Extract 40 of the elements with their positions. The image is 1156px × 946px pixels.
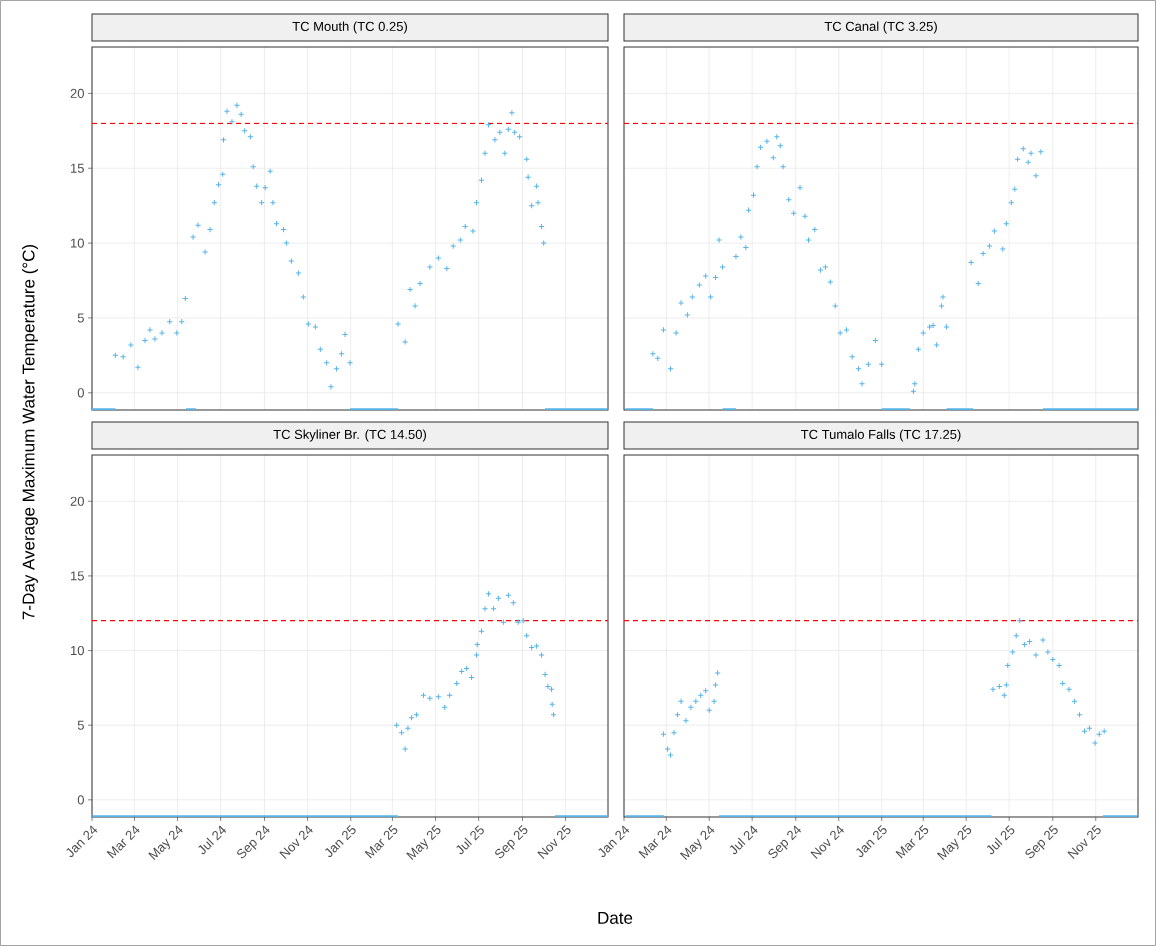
chart-title: TC Tumalo Falls (TC 17.25) bbox=[801, 429, 961, 442]
x-tick-label: Jan 24 bbox=[598, 825, 630, 858]
x-tick-label: Jan 25 bbox=[856, 824, 887, 858]
x-tick-label: May 25 bbox=[406, 824, 441, 860]
x-tick-label: Mar 24 bbox=[638, 825, 672, 859]
x-tick-label: Nov 25 bbox=[537, 824, 571, 859]
x-tick-label: Jul 24 bbox=[729, 825, 758, 855]
x-tick-label: Nov 24 bbox=[279, 825, 313, 859]
chart-title: TC Mouth (TC 0.25) bbox=[292, 21, 407, 34]
x-tick-label: Sep 25 bbox=[1025, 824, 1058, 859]
x-tick-label: Sep 24 bbox=[768, 825, 802, 859]
y-tick-label: 20 bbox=[70, 88, 84, 98]
x-tick-label: May 25 bbox=[936, 824, 972, 860]
x-tick-label: Nov 24 bbox=[810, 825, 845, 859]
y-tick-label: 10 bbox=[71, 238, 84, 248]
x-tick-label: Jul 25 bbox=[456, 825, 484, 855]
y-tick-label: 5 bbox=[77, 313, 84, 323]
chart-title: TC Canal (TC 3.25) bbox=[824, 21, 937, 34]
x-tick-label: Jul 25 bbox=[986, 825, 1015, 855]
y-tick-label: 15 bbox=[71, 571, 84, 581]
y-tick-label: 5 bbox=[77, 720, 84, 730]
x-tick-label: Sep 25 bbox=[495, 824, 528, 859]
x-tick-label: May 24 bbox=[148, 825, 183, 860]
x-tick-label: May 24 bbox=[679, 825, 715, 860]
x-tick-label: Nov 25 bbox=[1067, 824, 1101, 859]
x-tick-label: Mar 25 bbox=[895, 824, 929, 859]
y-tick-label: 20 bbox=[70, 496, 84, 506]
x-tick-label: Jan 25 bbox=[325, 824, 356, 858]
y-axis-title: 7-Day Average Maximum Water Temperature (°C) bbox=[22, 245, 38, 620]
x-tick-label: Jul 24 bbox=[198, 825, 227, 855]
y-tick-label: 0 bbox=[77, 795, 84, 805]
x-axis-title: Date bbox=[598, 912, 633, 924]
y-tick-label: 10 bbox=[71, 645, 84, 656]
chart-title: TC Skyliner Br. (TC 14.50) bbox=[273, 429, 426, 442]
x-tick-label: Sep 24 bbox=[237, 825, 270, 859]
y-tick-label: 0 bbox=[77, 388, 84, 398]
x-tick-label: Mar 25 bbox=[364, 824, 398, 859]
y-tick-label: 15 bbox=[71, 163, 84, 173]
x-tick-label: Jan 24 bbox=[66, 825, 98, 858]
x-tick-label: Mar 24 bbox=[106, 825, 140, 859]
